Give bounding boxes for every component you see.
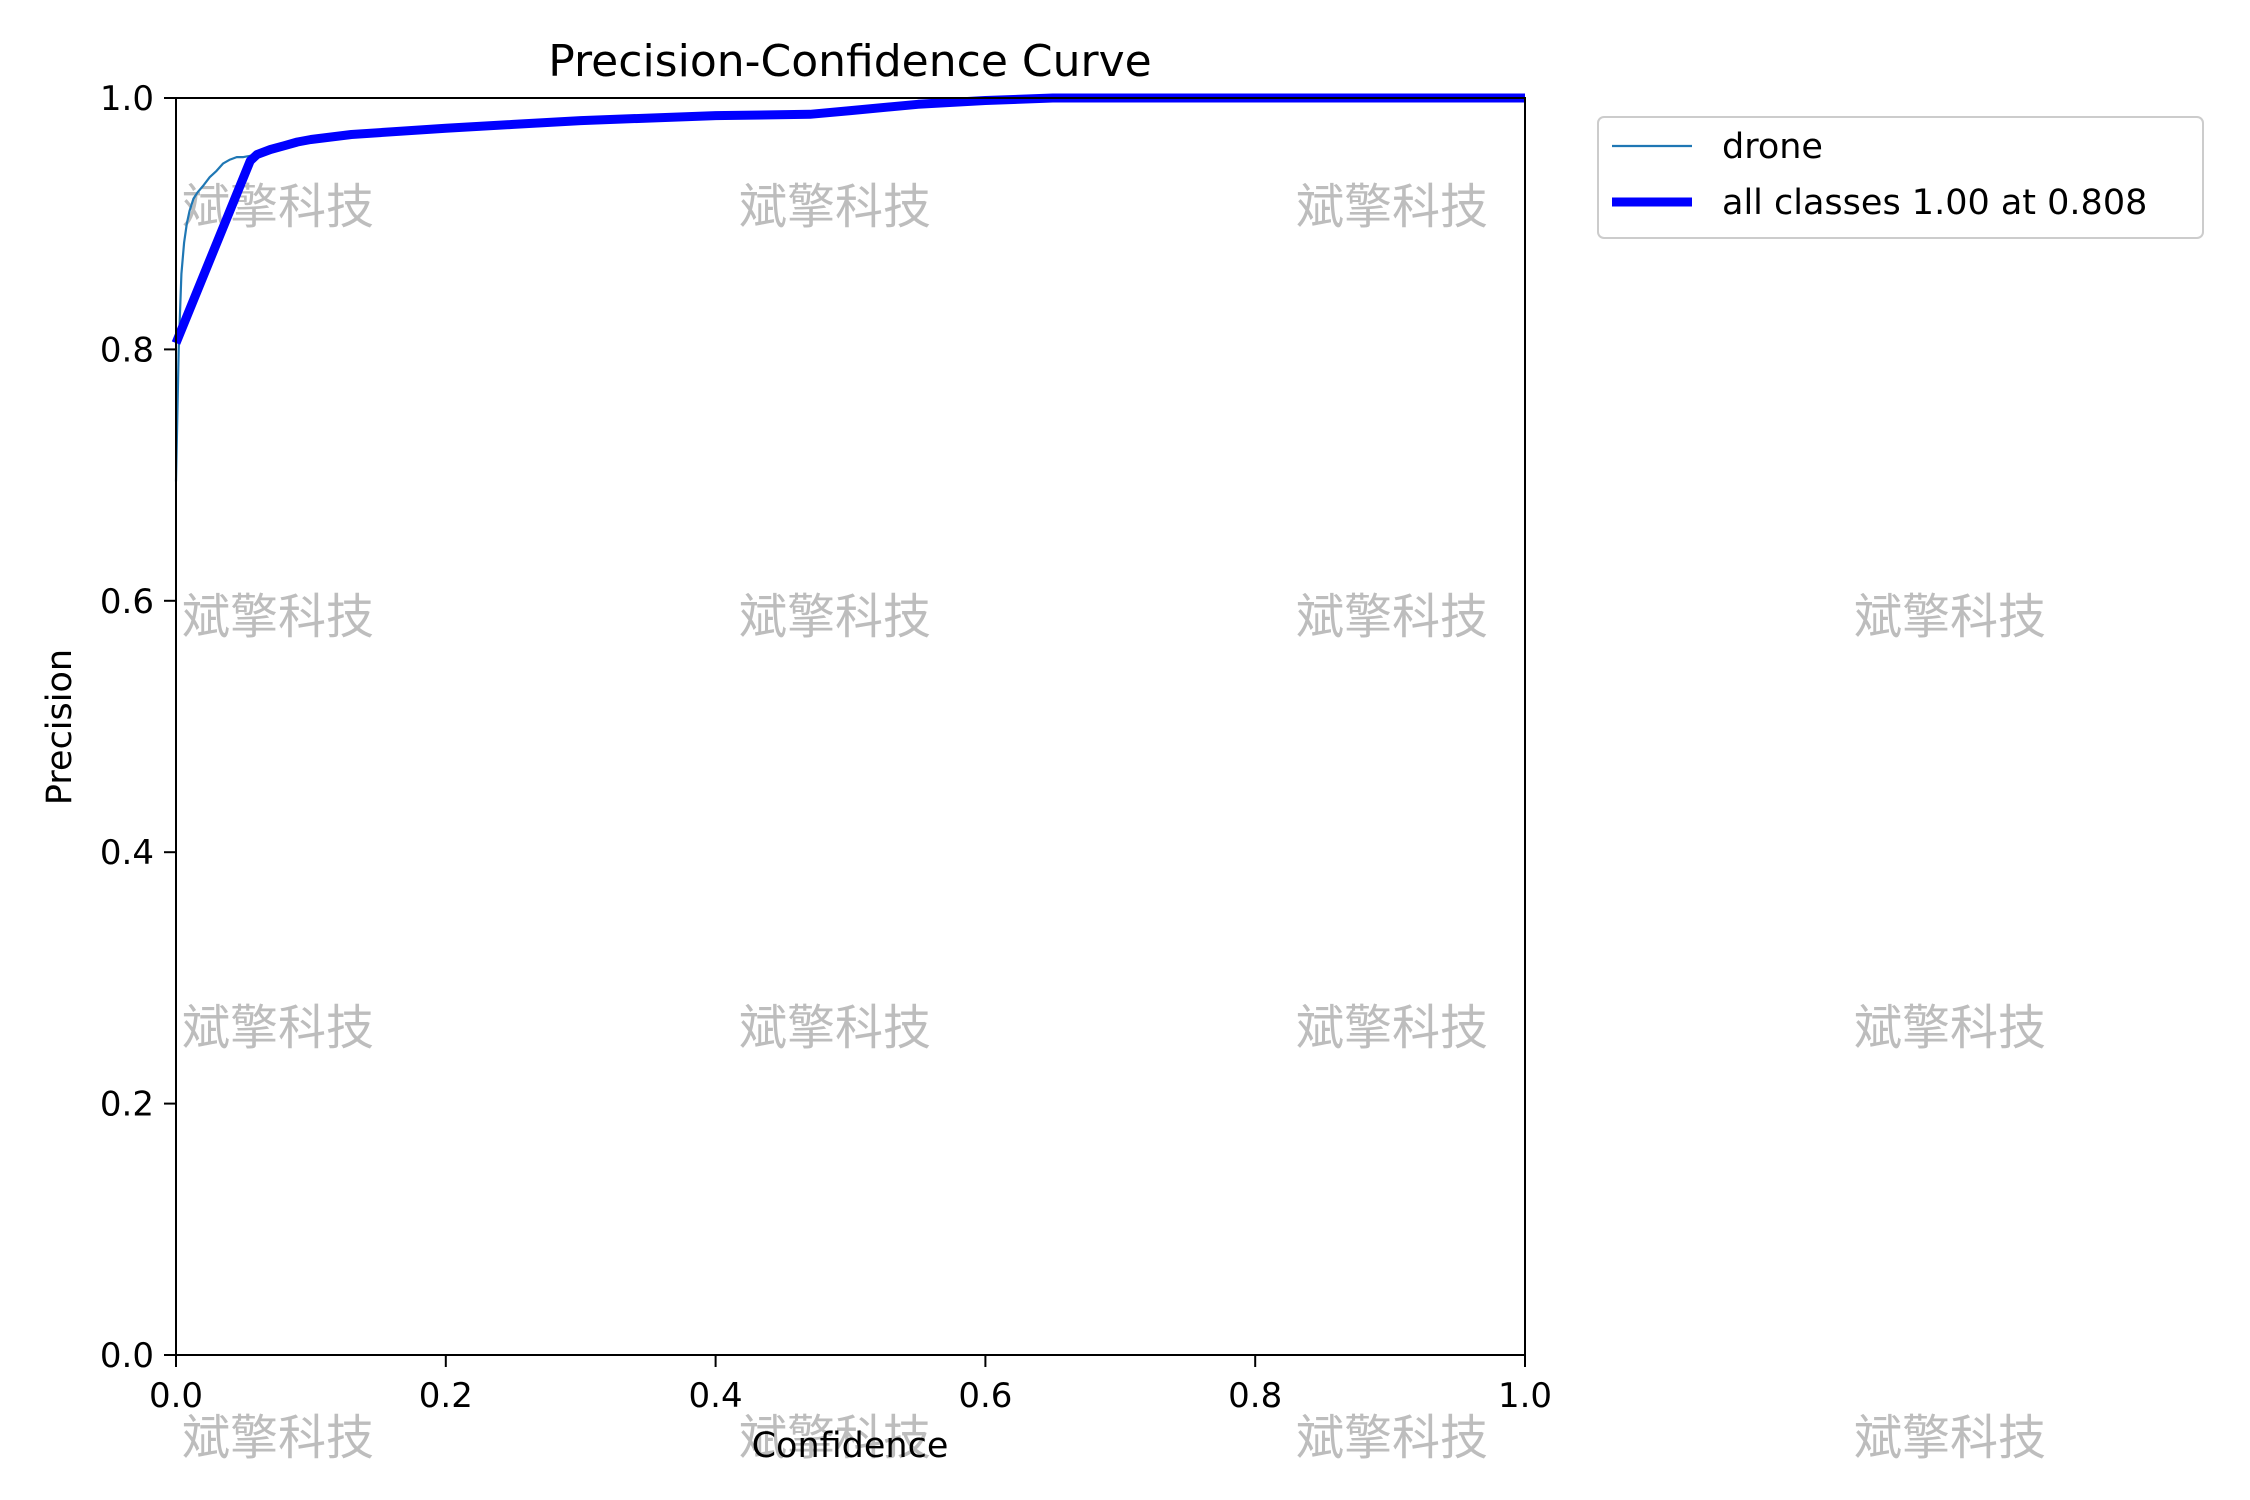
- y-tick-label: 0.4: [100, 833, 154, 873]
- watermark-text-2-2: 斌擎科技: [1296, 1000, 1488, 1056]
- y-tick-label: 1.0: [100, 79, 154, 119]
- y-tick-label: 0.8: [100, 330, 154, 370]
- watermark-text-1-3: 斌擎科技: [1854, 589, 2046, 645]
- x-tick-label: 1.0: [1498, 1376, 1552, 1416]
- watermark-text-3-0: 斌擎科技: [182, 1410, 374, 1466]
- watermark-text-3-1: 斌擎科技: [739, 1410, 931, 1466]
- plot-frame: [175, 97, 1526, 1356]
- y-tick-label: 0.2: [100, 1085, 154, 1125]
- legend-box: [1597, 116, 2204, 239]
- x-tick-label: 0.8: [1228, 1376, 1282, 1416]
- watermark-text-1-1: 斌擎科技: [739, 589, 931, 645]
- watermark-text-2-1: 斌擎科技: [739, 1000, 931, 1056]
- watermark-text-0-0: 斌擎科技: [182, 179, 374, 235]
- x-axis-label: Confidence: [752, 1426, 949, 1466]
- x-tick-label: 0.0: [149, 1376, 203, 1416]
- watermark-text-0-2: 斌擎科技: [1296, 179, 1488, 235]
- x-tick-label: 0.2: [419, 1376, 473, 1416]
- x-tick-label: 0.6: [958, 1376, 1012, 1416]
- watermark-text-1-0: 斌擎科技: [182, 589, 374, 645]
- legend-label-all-classes: all classes 1.00 at 0.808: [1722, 183, 2147, 223]
- watermark-text-1-2: 斌擎科技: [1296, 589, 1488, 645]
- watermark-text-0-1: 斌擎科技: [739, 179, 931, 235]
- y-tick-label: 0.6: [100, 582, 154, 622]
- y-axis-ticks: 0.0 0.2 0.4 0.6 0.8 1.0: [100, 79, 176, 1376]
- chart-title: Precision-Confidence Curve: [548, 36, 1151, 87]
- y-axis-label: Precision: [40, 649, 80, 805]
- watermark-text-2-0: 斌擎科技: [182, 1000, 374, 1056]
- watermark-text-3-2: 斌擎科技: [1296, 1410, 1488, 1466]
- watermark-text-3-3: 斌擎科技: [1854, 1410, 2046, 1466]
- x-tick-label: 0.4: [689, 1376, 743, 1416]
- y-tick-label: 0.0: [100, 1336, 154, 1376]
- x-axis-ticks: 0.0 0.2 0.4 0.6 0.8 1.0: [149, 1355, 1552, 1416]
- watermark-text-2-3: 斌擎科技: [1854, 1000, 2046, 1056]
- legend: drone all classes 1.00 at 0.808: [1597, 116, 2204, 239]
- legend-label-drone: drone: [1722, 127, 1823, 167]
